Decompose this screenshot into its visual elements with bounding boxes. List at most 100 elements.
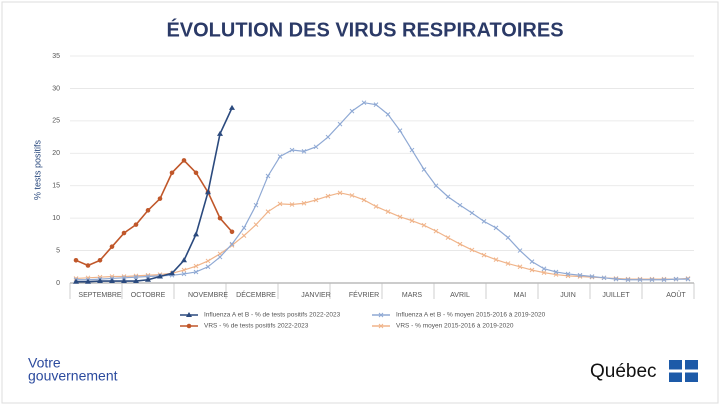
marker <box>229 243 235 248</box>
marker <box>193 269 199 275</box>
marker <box>373 204 379 209</box>
marker <box>109 278 115 284</box>
marker <box>217 130 223 136</box>
marker <box>253 202 259 208</box>
y-tick-label: 0 <box>56 280 60 287</box>
marker <box>421 222 427 228</box>
legend-label: VRS - % de tests positifs 2022-2023 <box>204 323 309 330</box>
marker <box>349 193 355 198</box>
marker <box>145 274 151 279</box>
marker <box>145 276 151 282</box>
x-tick-label: MARS <box>402 292 423 299</box>
marker <box>181 158 187 163</box>
marker <box>505 261 511 266</box>
marker <box>625 277 631 283</box>
marker <box>157 196 163 201</box>
marker <box>517 264 523 270</box>
marker <box>529 267 535 273</box>
marker <box>229 229 235 235</box>
x-tick-label: OCTOBRE <box>131 292 166 299</box>
x-tick-label: MAI <box>514 292 527 299</box>
marker <box>157 273 163 279</box>
x-tick-label: JANVIER <box>301 292 331 299</box>
marker <box>529 259 535 264</box>
marker <box>589 274 595 279</box>
marker <box>505 235 511 240</box>
marker <box>469 247 475 253</box>
marker <box>241 225 247 231</box>
marker <box>217 215 223 221</box>
marker <box>301 200 307 206</box>
logo-right: Québec <box>590 361 657 382</box>
legend-label: VRS - % moyen 2015-2016 à 2019-2020 <box>396 323 514 330</box>
marker <box>193 263 199 269</box>
marker <box>193 231 199 237</box>
marker <box>169 170 175 176</box>
marker <box>265 209 271 215</box>
marker <box>277 154 283 159</box>
line <box>75 159 233 267</box>
marker <box>217 254 223 260</box>
series <box>73 100 691 283</box>
marker <box>205 258 211 264</box>
logo-left: gouvernement <box>28 368 118 384</box>
chart-title: ÉVOLUTION DES VIRUS RESPIRATOIRES <box>166 18 563 41</box>
marker <box>169 270 175 276</box>
marker <box>541 270 547 275</box>
marker <box>289 147 295 153</box>
marker <box>409 218 415 224</box>
marker <box>229 241 235 247</box>
marker <box>397 128 403 133</box>
x-tick-label: JUILLET <box>602 292 630 299</box>
marker <box>397 214 403 220</box>
x-tick-label: FÉVRIER <box>349 290 379 299</box>
line <box>76 107 233 283</box>
y-tick-label: 10 <box>52 215 60 222</box>
marker <box>481 252 487 258</box>
marker <box>517 248 523 253</box>
marker <box>193 170 199 176</box>
marker <box>613 276 619 282</box>
x-tick-label: SEPTEMBRE <box>78 292 122 299</box>
marker <box>433 228 439 234</box>
marker <box>421 167 427 172</box>
y-axis-label: % tests positifs <box>32 139 42 200</box>
marker <box>349 108 355 114</box>
marker <box>337 121 343 127</box>
y-tick-label: 15 <box>52 183 60 190</box>
marker <box>637 277 643 283</box>
marker <box>289 202 295 207</box>
marker <box>133 278 139 284</box>
marker <box>205 189 211 195</box>
marker <box>481 219 487 224</box>
marker <box>469 210 475 216</box>
marker <box>241 233 247 239</box>
marker <box>378 323 384 329</box>
marker <box>385 209 391 215</box>
x-tick-label: DÉCEMBRE <box>236 290 276 299</box>
y-tick-label: 25 <box>52 118 60 125</box>
marker <box>649 277 655 283</box>
marker <box>433 183 439 189</box>
marker <box>205 264 211 270</box>
marker <box>229 104 235 110</box>
marker <box>409 147 415 153</box>
marker <box>385 112 391 117</box>
marker <box>186 312 192 317</box>
marker <box>457 202 463 208</box>
marker <box>133 222 139 227</box>
marker <box>325 134 331 140</box>
marker <box>133 274 139 280</box>
marker <box>325 193 331 199</box>
marker <box>121 275 127 281</box>
y-tick-label: 35 <box>52 53 60 60</box>
y-tick-label: 30 <box>52 85 60 92</box>
series <box>73 104 235 284</box>
series <box>73 158 235 268</box>
marker <box>265 173 271 179</box>
marker <box>337 190 343 196</box>
marker <box>445 235 451 240</box>
series <box>73 190 691 282</box>
